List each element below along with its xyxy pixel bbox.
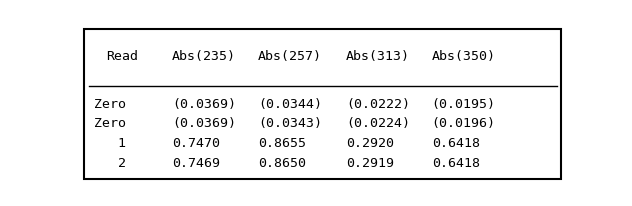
Text: (0.0222): (0.0222)	[346, 97, 410, 111]
Text: Zero: Zero	[94, 97, 126, 111]
Text: 0.8650: 0.8650	[258, 157, 306, 170]
Text: (0.0224): (0.0224)	[346, 117, 410, 130]
Text: 0.6418: 0.6418	[432, 157, 480, 170]
FancyBboxPatch shape	[84, 29, 561, 179]
Text: 0.6418: 0.6418	[432, 137, 480, 150]
Text: 0.7469: 0.7469	[172, 157, 220, 170]
Text: 0.2919: 0.2919	[346, 157, 394, 170]
Text: Abs(313): Abs(313)	[346, 50, 410, 63]
Text: 0.7470: 0.7470	[172, 137, 220, 150]
Text: (0.0344): (0.0344)	[258, 97, 322, 111]
Text: Abs(235): Abs(235)	[172, 50, 236, 63]
Text: 1: 1	[118, 137, 126, 150]
Text: (0.0195): (0.0195)	[432, 97, 495, 111]
Text: Read: Read	[106, 50, 138, 63]
Text: Abs(350): Abs(350)	[432, 50, 495, 63]
Text: (0.0196): (0.0196)	[432, 117, 495, 130]
Text: (0.0369): (0.0369)	[172, 97, 236, 111]
Text: 0.8655: 0.8655	[258, 137, 306, 150]
Text: 0.2920: 0.2920	[346, 137, 394, 150]
Text: (0.0369): (0.0369)	[172, 117, 236, 130]
Text: Abs(257): Abs(257)	[258, 50, 322, 63]
Text: (0.0343): (0.0343)	[258, 117, 322, 130]
Text: 2: 2	[118, 157, 126, 170]
Text: Zero: Zero	[94, 117, 126, 130]
